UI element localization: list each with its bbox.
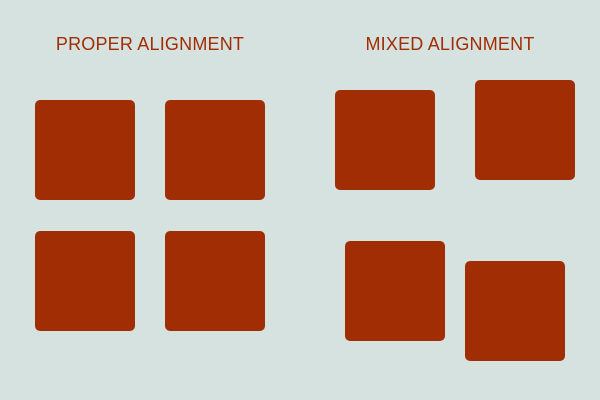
panel-title-proper-alignment: PROPER ALIGNMENT bbox=[55, 34, 245, 54]
mixed-square-bottom-left bbox=[345, 241, 445, 341]
proper-square-top-left bbox=[35, 100, 135, 200]
panel-title-mixed-alignment: MIXED ALIGNMENT bbox=[365, 34, 535, 54]
proper-square-top-right bbox=[165, 100, 265, 200]
mixed-square-bottom-right bbox=[465, 261, 565, 361]
mixed-square-top-left bbox=[335, 90, 435, 190]
mixed-square-top-right bbox=[475, 80, 575, 180]
proper-square-bottom-left bbox=[35, 231, 135, 331]
proper-square-bottom-right bbox=[165, 231, 265, 331]
